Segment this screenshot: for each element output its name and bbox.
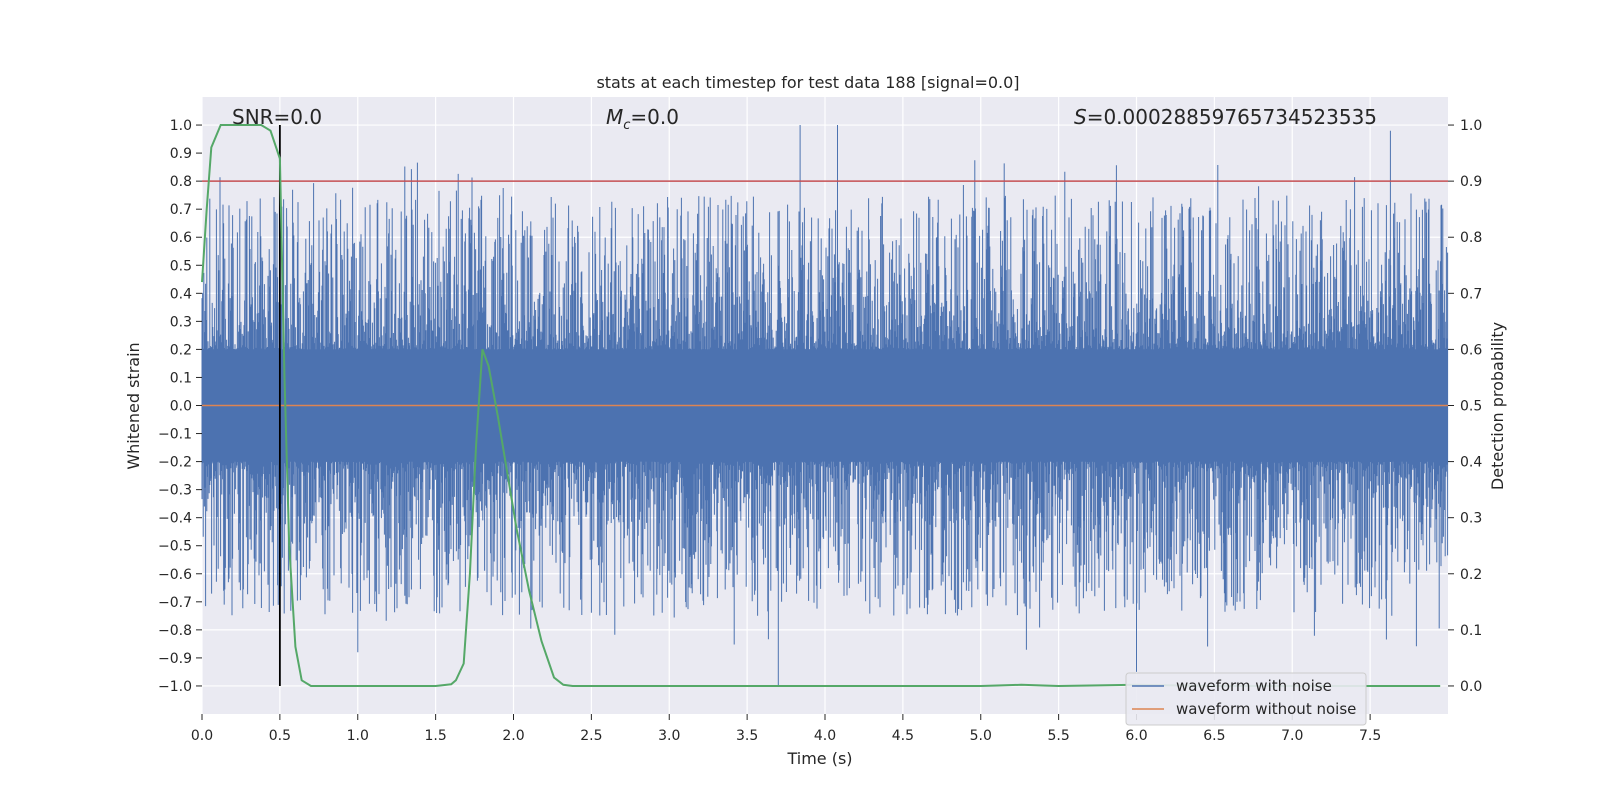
chirp-mass-subscript: c: [623, 118, 630, 133]
y-tick-label: −0.4: [158, 511, 192, 527]
y-tick-label: −0.7: [158, 595, 192, 611]
y-tick-label: −0.6: [158, 567, 192, 583]
y2-tick-label: 0.4: [1460, 455, 1482, 471]
x-tick-label: 2.5: [580, 728, 602, 744]
x-tick-label: 0.5: [269, 728, 291, 744]
y-axis-label: Whitened strain: [124, 342, 143, 469]
chirp-mass-annotation: Mc=0.0: [606, 105, 679, 133]
y-axis-left-ticks: 1.0 0.9 0.8 0.7 0.6 0.5 0.4 0.3 0.2 0.1 0.0 −0.1 −0.…: [158, 118, 202, 695]
x-tick-label: 4.0: [814, 728, 836, 744]
y2-tick-label: 0.2: [1460, 567, 1482, 583]
y-axis-right-ticks: 1.0 0.9 0.8 0.7 0.6 0.5 0.4 0.3 0.2 0.1 0.0: [1448, 118, 1482, 695]
y-tick-label: −0.2: [158, 455, 192, 471]
y-tick-label: −1.0: [158, 679, 192, 695]
y2-tick-label: 0.5: [1460, 399, 1482, 415]
y-tick-label: 0.9: [170, 146, 192, 162]
legend: waveform with noise waveform without noi…: [1125, 672, 1367, 726]
y-tick-label: −0.1: [158, 427, 192, 443]
y2-tick-label: 0.7: [1460, 286, 1482, 302]
legend-frame: [1125, 672, 1367, 726]
x-axis-ticks: 0.0 0.5 1.0 1.5 2.0 2.5 3.0 3.5 4.0 4.5 5.0 5.5 6.0 6…: [191, 714, 1381, 744]
chirp-mass-value: =0.0: [630, 105, 679, 129]
x-tick-label: 5.5: [1047, 728, 1069, 744]
detection-probability-line: [201, 124, 1441, 688]
y-tick-label: −0.3: [158, 483, 192, 499]
y-tick-label: 0.6: [170, 230, 192, 246]
y-tick-label: 0.7: [170, 202, 192, 218]
x-tick-label: 1.0: [347, 728, 369, 744]
x-tick-label: 0.0: [191, 728, 213, 744]
x-tick-label: 3.5: [736, 728, 758, 744]
x-tick-label: 7.0: [1281, 728, 1303, 744]
x-tick-label: 1.5: [424, 728, 446, 744]
x-tick-label: 5.0: [970, 728, 992, 744]
y2-tick-label: 0.3: [1460, 511, 1482, 527]
y2-tick-label: 0.8: [1460, 230, 1482, 246]
y-tick-label: 0.0: [170, 399, 192, 415]
score-annotation: S=0.00028859765734523535: [1074, 105, 1377, 129]
snr-annotation: SNR=0.0: [232, 105, 322, 129]
y-tick-label: −0.5: [158, 539, 192, 555]
y2-axis-label: Detection probability: [1488, 322, 1507, 490]
y-tick-label: 1.0: [170, 118, 192, 134]
x-tick-label: 3.0: [658, 728, 680, 744]
y2-tick-label: 1.0: [1460, 118, 1482, 134]
y-tick-label: 0.1: [170, 370, 192, 386]
score-value: =0.00028859765734523535: [1087, 105, 1377, 129]
y-tick-label: 0.5: [170, 258, 192, 274]
x-tick-label: 4.5: [892, 728, 914, 744]
y-tick-label: 0.4: [170, 286, 192, 302]
x-axis-label: Time (s): [786, 749, 852, 768]
x-tick-label: 2.0: [502, 728, 524, 744]
y-tick-label: 0.3: [170, 314, 192, 330]
x-tick-label: 7.5: [1359, 728, 1381, 744]
y-tick-label: 0.8: [170, 174, 192, 190]
noise-trace: [201, 125, 1449, 686]
y2-tick-label: 0.0: [1460, 679, 1482, 695]
x-tick-label: 6.5: [1203, 728, 1225, 744]
y-tick-label: 0.2: [170, 342, 192, 358]
x-tick-label: 6.0: [1125, 728, 1147, 744]
legend-label-noise: waveform with noise: [1176, 677, 1332, 695]
y2-tick-label: 0.9: [1460, 174, 1482, 190]
chart-title: stats at each timestep for test data 188…: [596, 73, 1019, 92]
y2-tick-label: 0.1: [1460, 623, 1482, 639]
y2-tick-label: 0.6: [1460, 342, 1482, 358]
score-symbol: S: [1074, 105, 1087, 129]
legend-label-clean: waveform without noise: [1176, 700, 1356, 718]
y-tick-label: −0.8: [158, 623, 192, 639]
y-tick-label: −0.9: [158, 651, 192, 667]
chirp-mass-symbol: M: [606, 105, 623, 129]
